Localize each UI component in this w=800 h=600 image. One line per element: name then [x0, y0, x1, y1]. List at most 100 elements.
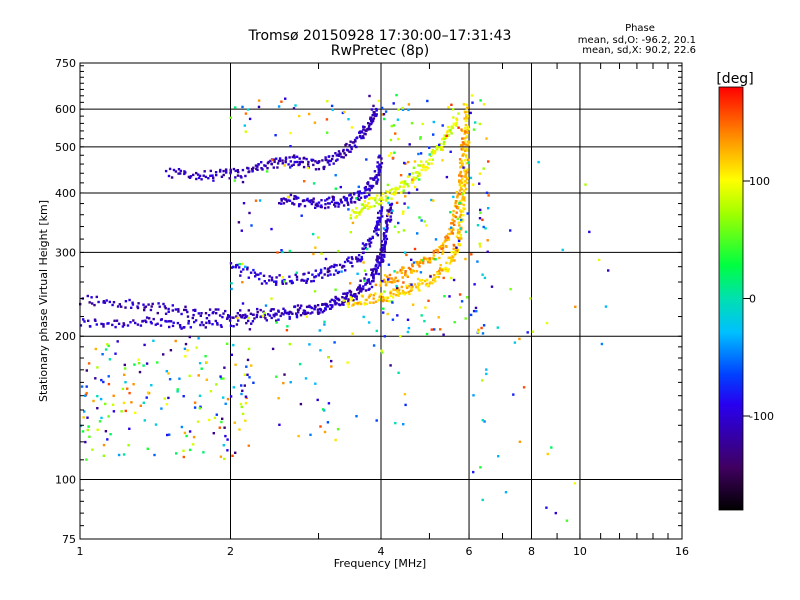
data-point	[456, 228, 460, 232]
data-point	[452, 209, 455, 213]
data-point	[429, 281, 432, 284]
x-tick-label: 2	[227, 545, 234, 558]
data-point	[143, 308, 146, 312]
data-point	[351, 209, 354, 212]
data-point	[340, 201, 344, 204]
data-point	[464, 179, 467, 183]
data-point	[461, 141, 465, 144]
data-point	[340, 155, 343, 159]
data-point	[386, 214, 389, 218]
data-point	[442, 333, 445, 336]
data-point	[389, 138, 393, 142]
data-point	[396, 279, 399, 283]
data-point	[212, 432, 215, 435]
data-point	[156, 361, 159, 364]
y-tick-label: 200	[55, 330, 76, 343]
data-point	[153, 453, 156, 457]
data-point	[291, 202, 294, 205]
data-point	[316, 311, 320, 314]
data-point	[382, 278, 386, 282]
data-point	[504, 491, 508, 494]
data-point	[529, 297, 532, 300]
data-point	[102, 301, 105, 304]
phase-stats-heading: Phase	[625, 23, 655, 34]
data-point	[447, 268, 450, 271]
data-point	[91, 302, 94, 305]
data-point	[441, 252, 444, 255]
data-point	[262, 274, 266, 277]
data-point	[410, 271, 413, 274]
data-point	[241, 168, 245, 172]
data-point	[375, 232, 378, 235]
data-point	[393, 191, 396, 194]
data-point	[367, 201, 370, 205]
data-point	[132, 319, 135, 322]
data-point	[94, 347, 97, 351]
data-point	[458, 243, 461, 246]
data-point	[376, 178, 380, 181]
data-point	[403, 251, 407, 254]
data-point	[461, 192, 464, 196]
data-point	[407, 206, 410, 209]
data-point	[461, 137, 464, 140]
data-point	[464, 154, 468, 157]
data-point	[389, 291, 392, 295]
data-point	[314, 168, 318, 171]
data-point	[212, 310, 215, 314]
data-point	[370, 108, 374, 111]
data-point	[459, 186, 463, 189]
data-point	[327, 267, 330, 270]
data-point	[374, 227, 377, 230]
data-point	[104, 348, 108, 351]
data-point	[79, 424, 83, 428]
grid-lines	[80, 63, 682, 539]
data-point	[380, 349, 383, 352]
data-point	[82, 416, 85, 419]
data-point	[448, 232, 452, 236]
data-point	[369, 282, 372, 285]
data-point	[372, 273, 375, 276]
data-point	[445, 134, 448, 137]
data-point	[382, 192, 385, 196]
data-point	[478, 172, 482, 175]
data-point	[411, 263, 414, 266]
data-point	[399, 335, 402, 338]
data-point	[288, 249, 292, 253]
data-point	[242, 268, 245, 271]
data-point	[404, 195, 407, 198]
data-point	[573, 482, 577, 485]
data-point	[396, 290, 399, 293]
data-point	[465, 103, 468, 106]
data-point	[239, 402, 243, 406]
data-point	[170, 176, 174, 179]
data-point	[445, 261, 448, 265]
data-point	[81, 430, 85, 433]
data-point	[397, 137, 400, 141]
data-point	[335, 154, 338, 157]
data-point	[257, 105, 261, 109]
data-point	[481, 419, 484, 422]
data-point	[226, 438, 229, 441]
data-point	[167, 372, 170, 375]
data-point	[426, 166, 430, 170]
data-point	[228, 177, 231, 180]
data-point	[418, 289, 421, 292]
data-point	[472, 394, 475, 397]
data-point	[395, 93, 398, 97]
data-point	[479, 211, 482, 214]
data-point	[371, 280, 374, 283]
data-point	[292, 163, 295, 166]
data-point	[537, 160, 540, 164]
data-point	[375, 182, 378, 185]
data-point	[419, 271, 423, 274]
data-point	[435, 145, 439, 148]
data-point	[451, 218, 454, 221]
data-point	[199, 314, 202, 317]
data-point	[386, 183, 390, 187]
data-point	[178, 324, 182, 327]
data-point	[377, 169, 381, 172]
data-point	[326, 100, 329, 103]
data-point	[236, 316, 239, 320]
data-point	[406, 330, 410, 334]
data-point	[317, 201, 321, 204]
